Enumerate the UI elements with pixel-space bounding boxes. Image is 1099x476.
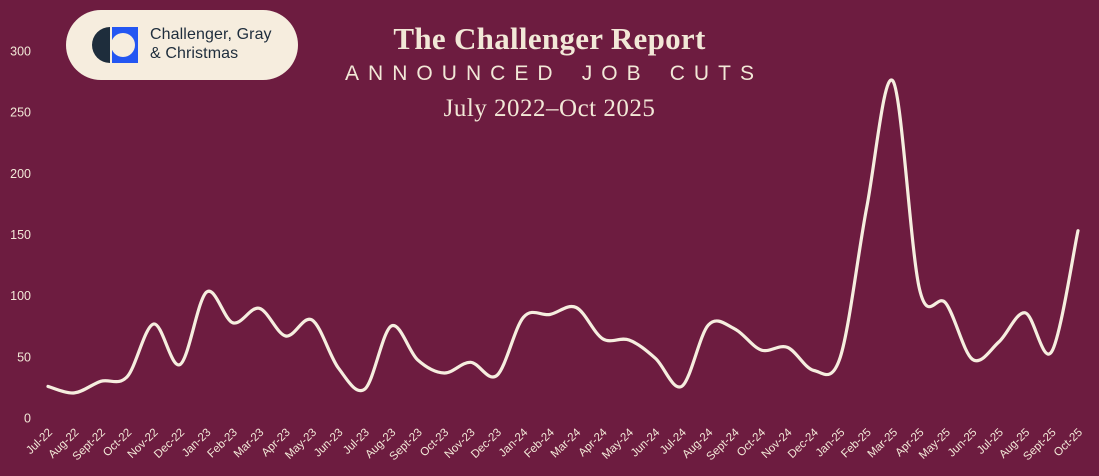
y-tick-label: 200 (10, 167, 31, 181)
logo-circle-notch-shape (111, 33, 135, 57)
x-tick-label: Oct-25 (1052, 427, 1085, 460)
job-cuts-line (46, 78, 1080, 395)
y-tick-label: 0 (24, 412, 31, 426)
x-tick-label: Mar-23 (232, 427, 267, 461)
y-tick-label: 150 (10, 228, 31, 242)
logo-wordmark: Challenger, Gray & Christmas (150, 26, 272, 63)
x-tick-label: Jun-25 (946, 427, 980, 460)
x-tick-label: Mar-24 (549, 426, 584, 460)
y-tick-label: 50 (17, 350, 31, 364)
x-tick-label: Dec-24 (786, 426, 821, 461)
logo-mark-icon (92, 27, 138, 63)
y-tick-label: 300 (10, 45, 31, 59)
x-tick-label: Jun-24 (629, 426, 663, 459)
x-tick-label: Mar-25 (866, 427, 901, 461)
y-tick-label: 250 (10, 106, 31, 120)
logo-line1: Challenger, Gray (150, 26, 272, 44)
challenger-gray-christmas-logo: Challenger, Gray & Christmas (66, 10, 298, 80)
logo-line2: & Christmas (150, 45, 239, 62)
logo-half-disc-shape (92, 27, 110, 63)
y-tick-label: 100 (10, 289, 31, 303)
x-tick-label: Jun-23 (312, 427, 346, 460)
x-tick-label: Dec-22 (152, 427, 187, 461)
